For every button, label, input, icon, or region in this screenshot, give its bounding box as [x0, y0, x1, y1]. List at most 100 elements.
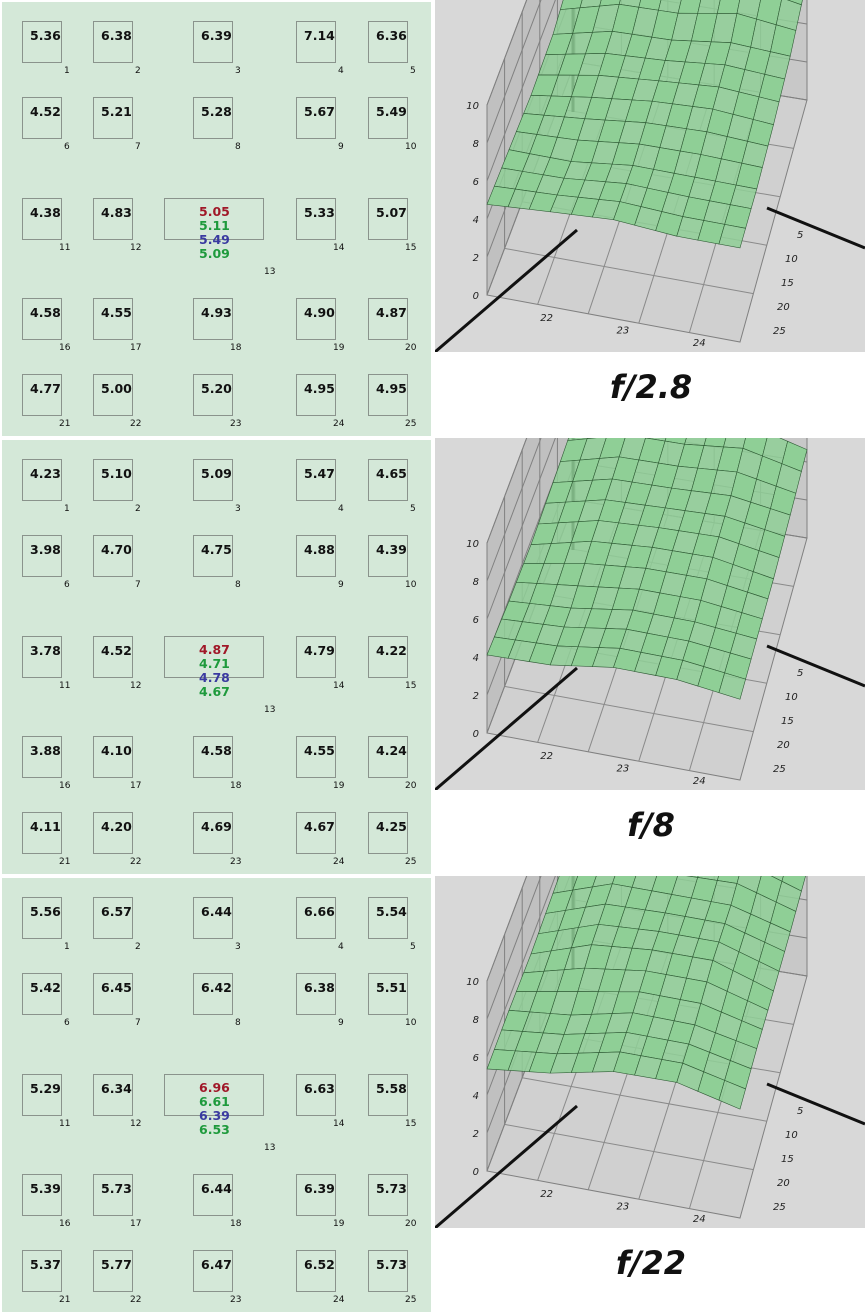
cell-value: 4.83 — [101, 205, 132, 220]
cell-value: 4.52 — [30, 104, 61, 119]
cell-value: 6.36 — [376, 28, 407, 43]
cell-value: 4.77 — [30, 381, 61, 396]
height-grid-line — [486, 438, 556, 620]
grid-cell — [93, 459, 133, 501]
grid-cell — [93, 1250, 133, 1292]
center-value-3: 5.49 — [199, 232, 230, 247]
cell-value: 4.75 — [201, 542, 232, 557]
cell-value: 6.34 — [101, 1081, 132, 1096]
cell-index: 19 — [333, 343, 345, 353]
cell-value: 4.90 — [304, 305, 335, 320]
cell-index: 7 — [135, 142, 141, 152]
grid-cell — [296, 736, 336, 778]
y-tick-label: 20 — [777, 302, 790, 313]
cell-index: 8 — [235, 1018, 241, 1028]
cell-value: 5.09 — [201, 466, 232, 481]
cell-index: 22 — [130, 1295, 142, 1305]
cell-index: 23 — [230, 857, 242, 867]
y-tick-label: 10 — [785, 1130, 798, 1141]
cell-index: 21 — [59, 857, 71, 867]
grid-cell — [93, 1074, 133, 1116]
cell-value: 4.55 — [101, 305, 132, 320]
cell-index: 19 — [333, 781, 345, 791]
center-value-1: 5.05 — [199, 204, 230, 219]
z-tick-label: 0 — [473, 1167, 479, 1178]
cell-value: 4.87 — [376, 305, 407, 320]
grid-cell — [296, 1174, 336, 1216]
center-cell — [164, 198, 264, 240]
cell-index: 24 — [333, 419, 345, 429]
cell-value: 5.47 — [304, 466, 335, 481]
grid-cell — [93, 897, 133, 939]
cell-value: 4.69 — [201, 819, 232, 834]
cell-index: 16 — [59, 343, 71, 353]
grid-cell — [93, 973, 133, 1015]
grid-cell — [296, 198, 336, 240]
grid-cell — [368, 636, 408, 678]
grid-cell — [22, 636, 62, 678]
cell-index: 3 — [235, 942, 241, 952]
cell-index: 25 — [405, 1295, 417, 1305]
cell-value: 5.56 — [30, 904, 61, 919]
cell-value: 6.44 — [201, 904, 232, 919]
cell-index: 6 — [64, 1018, 70, 1028]
cell-index: 5 — [410, 66, 416, 76]
z-tick-label: 2 — [473, 253, 479, 264]
cell-index: 16 — [59, 1219, 71, 1229]
y-tick-label: 5 — [797, 668, 803, 679]
cell-value: 7.14 — [304, 28, 335, 43]
grid-cell — [193, 21, 233, 63]
center-value-2: 4.71 — [199, 656, 230, 671]
cell-index: 20 — [405, 1219, 417, 1229]
z-tick-label: 4 — [473, 215, 479, 226]
axis-line — [435, 1104, 578, 1228]
z-tick-label: 4 — [473, 1091, 479, 1102]
cell-value: 5.28 — [201, 104, 232, 119]
grid-cell — [93, 21, 133, 63]
cell-index: 10 — [405, 142, 417, 152]
grid-cell — [22, 736, 62, 778]
height-grid-line — [486, 438, 528, 544]
grid-cell — [93, 1174, 133, 1216]
cell-index: 8 — [235, 142, 241, 152]
cell-value: 4.58 — [30, 305, 61, 320]
cell-value: 3.88 — [30, 743, 61, 758]
cell-value: 5.73 — [376, 1257, 407, 1272]
cell-value: 6.52 — [304, 1257, 335, 1272]
cell-value: 4.88 — [304, 542, 335, 557]
y-tick-label: 20 — [777, 740, 790, 751]
cell-index: 25 — [405, 857, 417, 867]
cell-index: 14 — [333, 243, 345, 253]
z-tick-label: 2 — [473, 691, 479, 702]
grid-cell — [193, 459, 233, 501]
cell-value: 6.39 — [304, 1181, 335, 1196]
grid-cell — [22, 1074, 62, 1116]
y-tick-label: 20 — [777, 1178, 790, 1189]
cell-value: 4.67 — [304, 819, 335, 834]
x-tick-label: 24 — [693, 1214, 706, 1225]
cell-index: 10 — [405, 1018, 417, 1028]
x-tick-label: 24 — [693, 338, 706, 349]
height-grid-line — [486, 0, 542, 144]
cell-index: 8 — [235, 580, 241, 590]
cell-index: 3 — [235, 504, 241, 514]
grid-cell — [296, 21, 336, 63]
cell-value: 4.39 — [376, 542, 407, 557]
cell-value: 5.73 — [101, 1181, 132, 1196]
height-grid-line — [486, 0, 556, 182]
cell-value: 5.10 — [101, 466, 132, 481]
cell-value: 5.36 — [30, 28, 61, 43]
cell-index: 4 — [338, 66, 344, 76]
cell-index: 18 — [230, 1219, 242, 1229]
grid-cell — [193, 897, 233, 939]
surface-patch — [718, 1079, 746, 1110]
cell-value: 4.24 — [376, 743, 407, 758]
cell-value: 6.39 — [201, 28, 232, 43]
grid-cell — [93, 198, 133, 240]
cell-index: 11 — [59, 1119, 71, 1129]
z-tick-label: 8 — [473, 1015, 479, 1026]
cell-index: 16 — [59, 781, 71, 791]
y-tick-label: 15 — [781, 716, 794, 727]
cell-value: 5.51 — [376, 980, 407, 995]
grid-cell — [93, 374, 133, 416]
